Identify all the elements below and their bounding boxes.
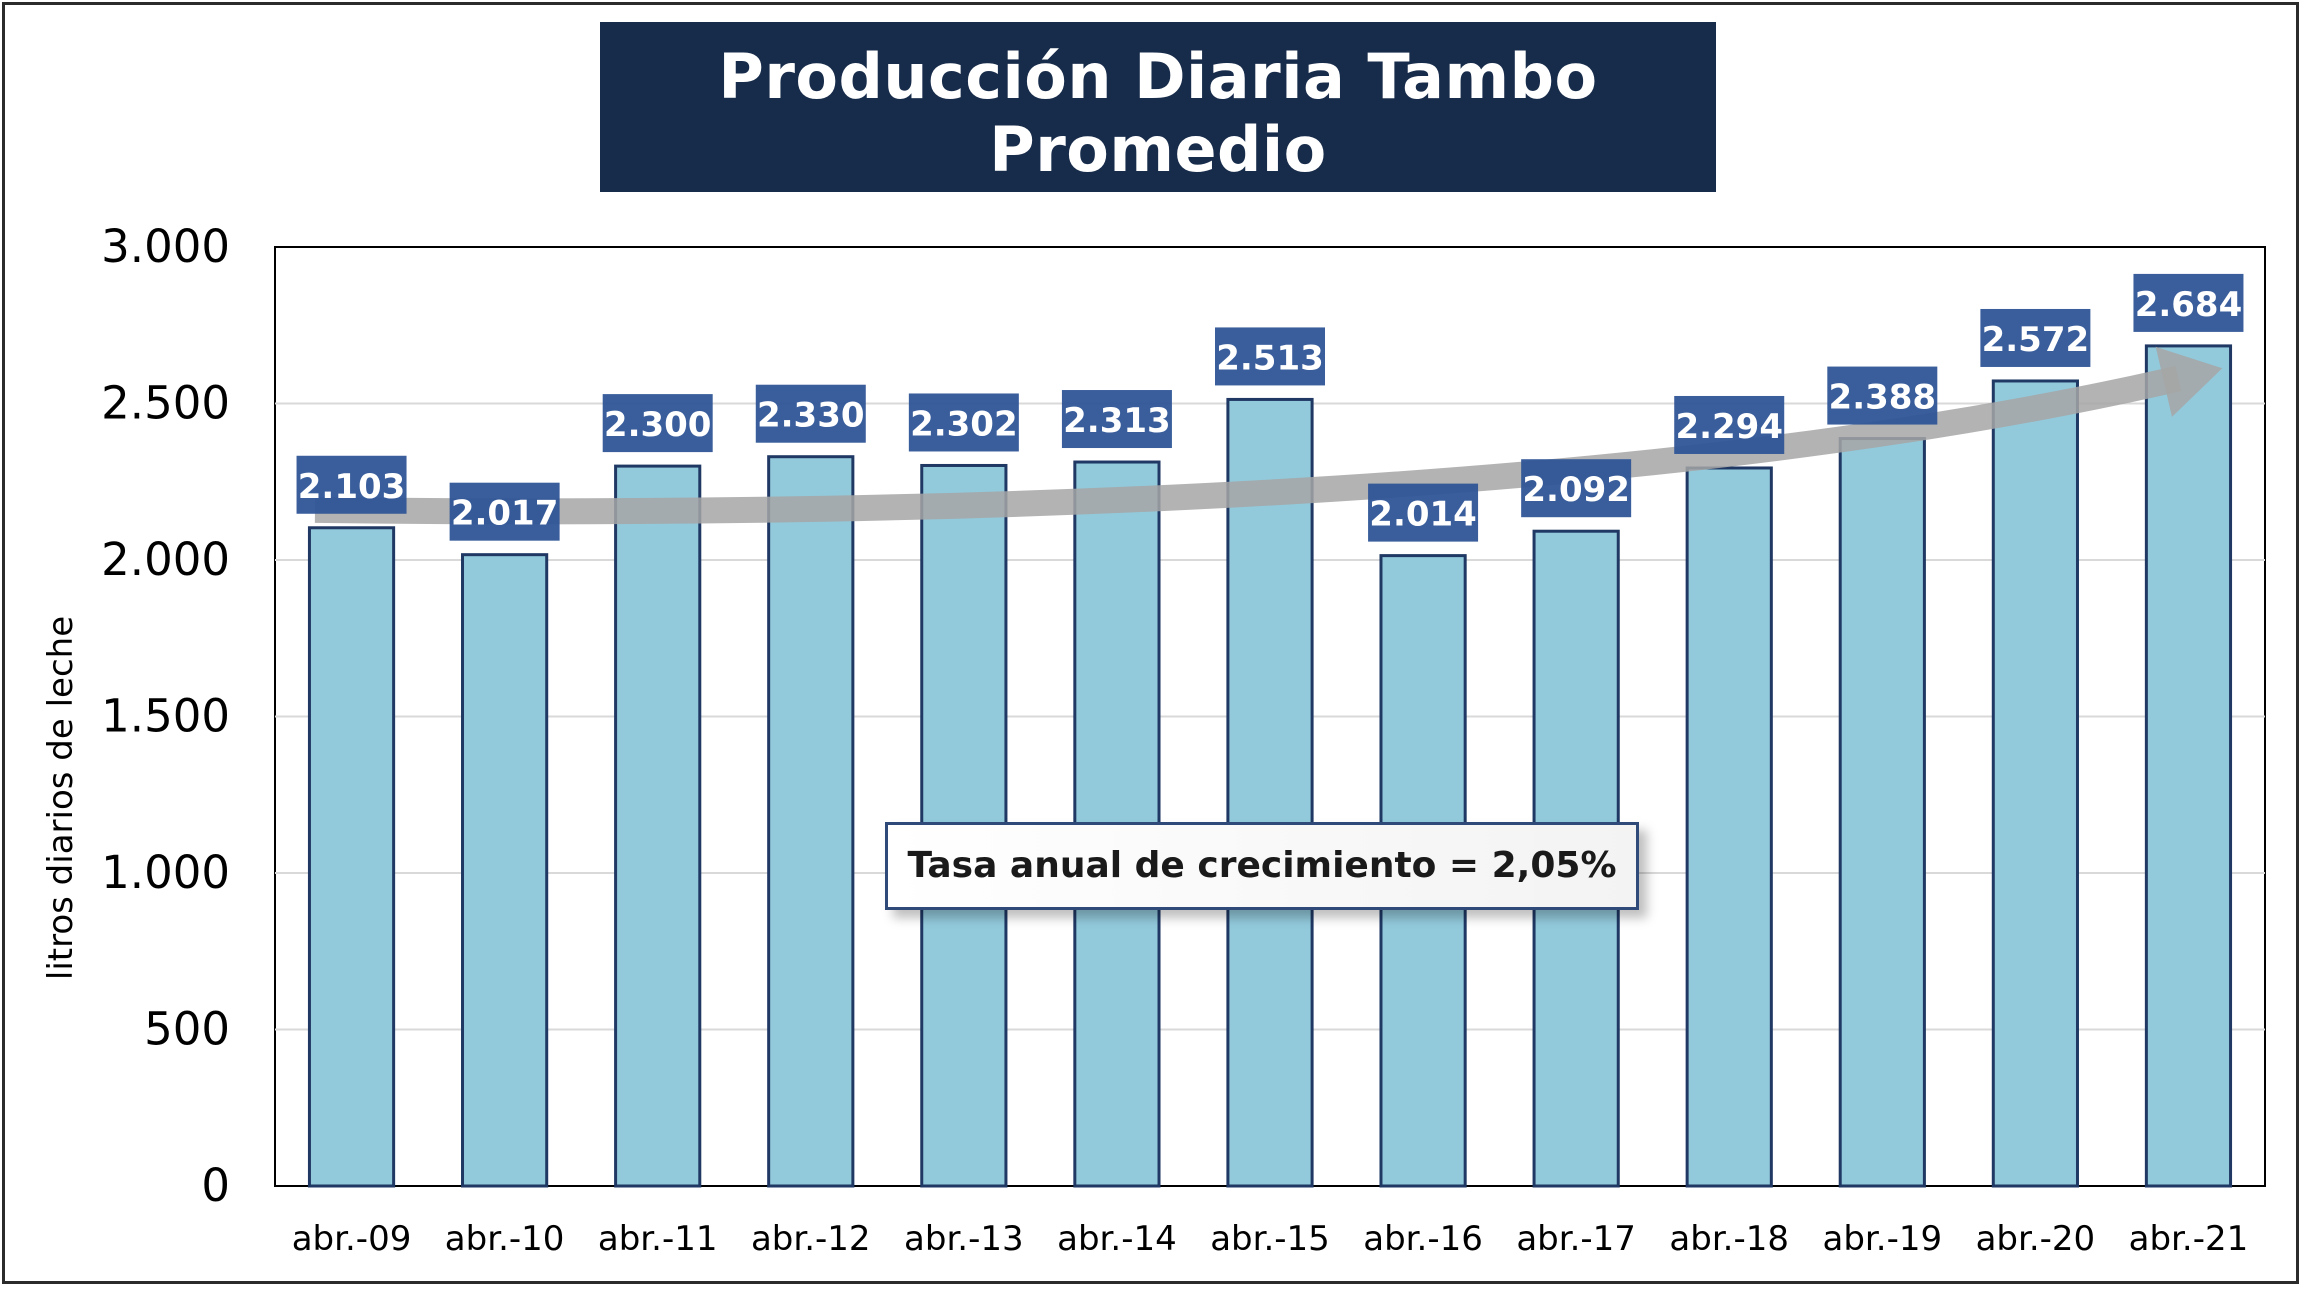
x-tick-label: abr.-13 [904,1219,1024,1259]
value-label: 2.092 [1521,459,1632,518]
y-tick-label: 1.500 [101,690,230,743]
value-label-text: 2.684 [2135,285,2243,325]
x-tick-label: abr.-10 [445,1219,565,1259]
value-label: 2.684 [2133,273,2244,332]
value-label-text: 2.103 [298,467,406,507]
value-label-text: 2.330 [757,396,865,436]
value-label: 2.313 [1061,390,1172,449]
bar [307,526,396,1188]
value-label-box [908,393,1019,452]
y-axis-ticks: 0 500 1.000 1.500 2.000 2.500 3.000 [101,220,230,1212]
x-tick-label: abr.-14 [1057,1219,1177,1259]
value-label: 2.294 [1674,395,1785,454]
value-label-text: 2.017 [451,494,559,534]
trend-arrow-head [2155,346,2223,417]
x-tick-label: abr.-12 [751,1219,871,1259]
value-label-box [1368,483,1479,542]
value-labels: 2.103 2.017 2.300 2.330 2.302 2.313 2.513 2.014… [296,273,2244,542]
value-label-text: 2.513 [1216,338,1324,378]
value-label: 2.330 [755,384,866,443]
value-label-box [1215,327,1325,386]
y-tick-label: 500 [144,1003,230,1056]
x-tick-label: abr.-21 [2129,1219,2249,1259]
x-tick-label: abr.-11 [598,1219,718,1259]
value-label-box [1980,308,2091,367]
value-label: 2.017 [449,482,560,541]
growth-rate-annotation: Tasa anual de crecimiento = 2,05% [885,822,1639,910]
bars [307,344,2233,1188]
value-label-box [1521,459,1632,518]
bar [1991,379,2079,1188]
value-label-box [1827,366,1938,425]
value-label: 2.388 [1827,366,1938,425]
bar [614,464,702,1188]
value-label-text: 2.294 [1675,407,1783,447]
value-label-box [755,384,866,443]
value-label-text: 2.313 [1063,401,1171,441]
y-tick-label: 2.500 [101,377,230,430]
chart-subtitle: - últimos 12 años: mes de abril de cada … [608,188,1708,304]
value-label-text: 2.092 [1522,470,1630,510]
x-axis-categories: abr.-09 abr.-10 abr.-11 abr.-12 abr.-13 abr.-… [292,1219,2249,1259]
x-tick-label: abr.-16 [1363,1219,1483,1259]
x-tick-label: abr.-19 [1822,1219,1942,1259]
value-label-box [2133,273,2244,332]
value-label-text: 2.300 [604,405,712,445]
y-tick-label: 3.000 [101,220,230,273]
value-label-box [296,455,407,514]
value-label-text: 2.572 [1982,320,2090,360]
x-tick-label: abr.-17 [1516,1219,1636,1259]
value-label: 2.302 [908,393,1019,452]
value-label-box [602,394,713,453]
value-label: 2.300 [602,394,713,453]
y-tick-label: 2.000 [101,533,230,586]
bar [1685,466,1773,1188]
value-label-text: 2.388 [1829,378,1937,418]
value-label-box [1674,395,1785,454]
x-tick-label: abr.-20 [1976,1219,2096,1259]
y-tick-label: 1.000 [101,846,230,899]
value-label-text: 2.014 [1369,495,1477,535]
y-tick-label: 0 [201,1159,230,1212]
y-axis-title: litros diarios de leche [41,616,81,980]
bar [767,455,855,1188]
bar [1838,437,1926,1188]
x-tick-label: abr.-09 [292,1219,412,1259]
title-box: Producción Diaria Tambo Promedio - últim… [600,22,1716,304]
x-tick-label: abr.-18 [1669,1219,1789,1259]
value-label: 2.513 [1215,327,1325,386]
value-label-text: 2.302 [910,404,1018,444]
bar [2144,344,2233,1188]
value-label-box [1061,390,1172,449]
chart-title: Producción Diaria Tambo Promedio [718,40,1598,186]
value-label: 2.014 [1368,483,1479,542]
value-label: 2.572 [1980,308,2091,367]
bar [1226,397,1314,1188]
x-tick-label: abr.-15 [1210,1219,1330,1259]
value-label-box [449,482,560,541]
value-label: 2.103 [296,455,407,514]
bar [461,553,549,1188]
